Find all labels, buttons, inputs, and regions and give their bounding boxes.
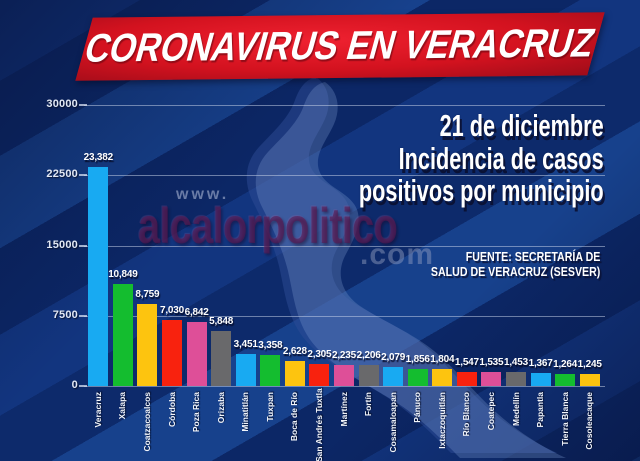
bar-value-label: 5,848 <box>209 316 234 327</box>
bar-value-label: 1,453 <box>503 357 529 368</box>
watermark-www: www. <box>176 186 230 203</box>
x-axis-label: Cosamaloapan <box>387 392 398 453</box>
bar-Veracruz <box>88 167 109 386</box>
x-axis-label: Córdoba <box>166 392 177 427</box>
y-axis-label: 7500 <box>52 308 78 321</box>
bar-value-label: 1,535 <box>479 357 504 368</box>
bar-Boca de Río <box>284 361 305 386</box>
y-axis-label: 15000 <box>46 238 78 251</box>
source-line-2: SALUD DE VERACRUZ (SESVER) <box>430 265 600 279</box>
ytick-0 <box>79 385 87 387</box>
bar-Martínez <box>334 365 354 386</box>
bar-Córdoba <box>162 320 182 386</box>
bar-value-label: 1,547 <box>454 357 479 368</box>
y-axis-label: 0 <box>71 379 78 391</box>
x-axis-label: Tierra Blanca <box>559 392 570 446</box>
bar-value-label: 8,759 <box>135 289 160 300</box>
bar-value-label: 23,382 <box>83 152 114 163</box>
bar-value-label: 1,245 <box>577 359 602 370</box>
watermark-site-name: alcalorpolitico <box>138 198 398 254</box>
bar-San Andrés Tuxtla <box>309 364 330 386</box>
x-axis-label: Pánuco <box>412 392 423 423</box>
y-axis-label: 30000 <box>46 98 78 110</box>
bar-value-label: 7,030 <box>159 305 185 316</box>
bar-value-label: 2,206 <box>356 350 381 361</box>
heading-date: 21 de diciembre <box>439 108 604 143</box>
x-axis-label: Río Blanco <box>461 392 472 437</box>
bar-value-label: 3,358 <box>258 340 283 351</box>
bar-Minatitlán <box>235 354 256 386</box>
bar-Coatzacoalcos <box>137 304 158 386</box>
bar-Xalapa <box>112 284 133 386</box>
gridline-30000 <box>84 105 605 106</box>
gridline-0 <box>84 386 605 387</box>
bar-Fortín <box>358 365 379 386</box>
source-line-1: FUENTE: SECRETARÍA DE <box>465 250 600 264</box>
ytick-7500 <box>79 314 87 317</box>
bar-value-label: 6,842 <box>184 307 209 318</box>
bar-Poza Rica <box>186 322 207 386</box>
x-axis-label: Orizaba <box>215 392 226 424</box>
heading-subtitle-2: positivos por municipio <box>359 173 604 208</box>
x-axis-label: Poza Rica <box>191 392 202 433</box>
x-axis-label: Martínez <box>338 392 349 427</box>
bar-value-label: 3,451 <box>233 339 258 350</box>
bar-Tuxpan <box>260 355 281 386</box>
heading-subtitle-1: Incidencia de casos <box>398 140 604 176</box>
x-axis-label: Tuxpan <box>264 392 275 422</box>
x-axis-label: Medellín <box>510 392 521 427</box>
bar-Papantla <box>530 373 551 386</box>
bar-Orizaba <box>211 331 232 386</box>
x-axis-label: Minatitlán <box>240 392 251 432</box>
bar-Tierra Blanca <box>555 374 576 386</box>
bar-Cosamaloapan <box>383 367 404 386</box>
ytick-15000 <box>79 244 87 247</box>
x-axis-label: Papantla <box>535 392 546 428</box>
bar-Cosoleacaque <box>579 374 600 386</box>
ytick-22500 <box>79 174 87 177</box>
bar-value-label: 10,849 <box>108 269 138 280</box>
bar-value-label: 2,079 <box>381 352 406 363</box>
x-axis-label: Coatepec <box>485 392 496 431</box>
bar-value-label: 1,367 <box>528 358 553 369</box>
y-axis-label: 22500 <box>46 168 78 181</box>
gridline-22500 <box>84 175 605 177</box>
x-axis-label: Boca de Río <box>289 392 300 442</box>
x-axis-label: Xalapa <box>117 392 128 420</box>
page-title: CORONAVIRUS EN VERACRUZ <box>80 21 600 71</box>
gridline-15000 <box>84 245 605 247</box>
bar-value-label: 2,235 <box>331 350 357 361</box>
bar-value-label: 1,856 <box>405 354 430 365</box>
gridline-7500 <box>84 315 605 317</box>
bar-Medellín <box>506 372 526 386</box>
bar-Río Blanco <box>456 372 477 386</box>
watermark-com: .com <box>360 238 435 271</box>
x-axis-label: Coatzacoalcos <box>141 392 152 452</box>
bar-Coatepec <box>481 372 502 386</box>
x-axis-label: San Andrés Tuxtla <box>313 388 324 461</box>
bar-value-label: 2,305 <box>307 349 332 360</box>
source-attribution: FUENTE: SECRETARÍA DE SALUD DE VERACRUZ … <box>401 250 600 280</box>
bar-value-label: 1,804 <box>430 354 455 365</box>
ytick-30000 <box>79 104 87 106</box>
title-banner: CORONAVIRUS EN VERACRUZ <box>75 12 605 81</box>
bar-value-label: 2,628 <box>282 346 307 357</box>
bar-Pánuco <box>407 369 428 386</box>
bar-value-label: 1,264 <box>553 359 578 370</box>
chart-heading: 21 de diciembre Incidencia de casos posi… <box>254 108 604 208</box>
x-axis-label: Veracruz <box>92 392 103 428</box>
x-axis-label: Ixtaczoquitlán <box>436 392 447 449</box>
bar-Ixtaczoquitlán <box>432 369 453 386</box>
x-axis-label: Cosoleacaque <box>584 392 595 450</box>
x-axis-label: Fortín <box>363 392 374 417</box>
